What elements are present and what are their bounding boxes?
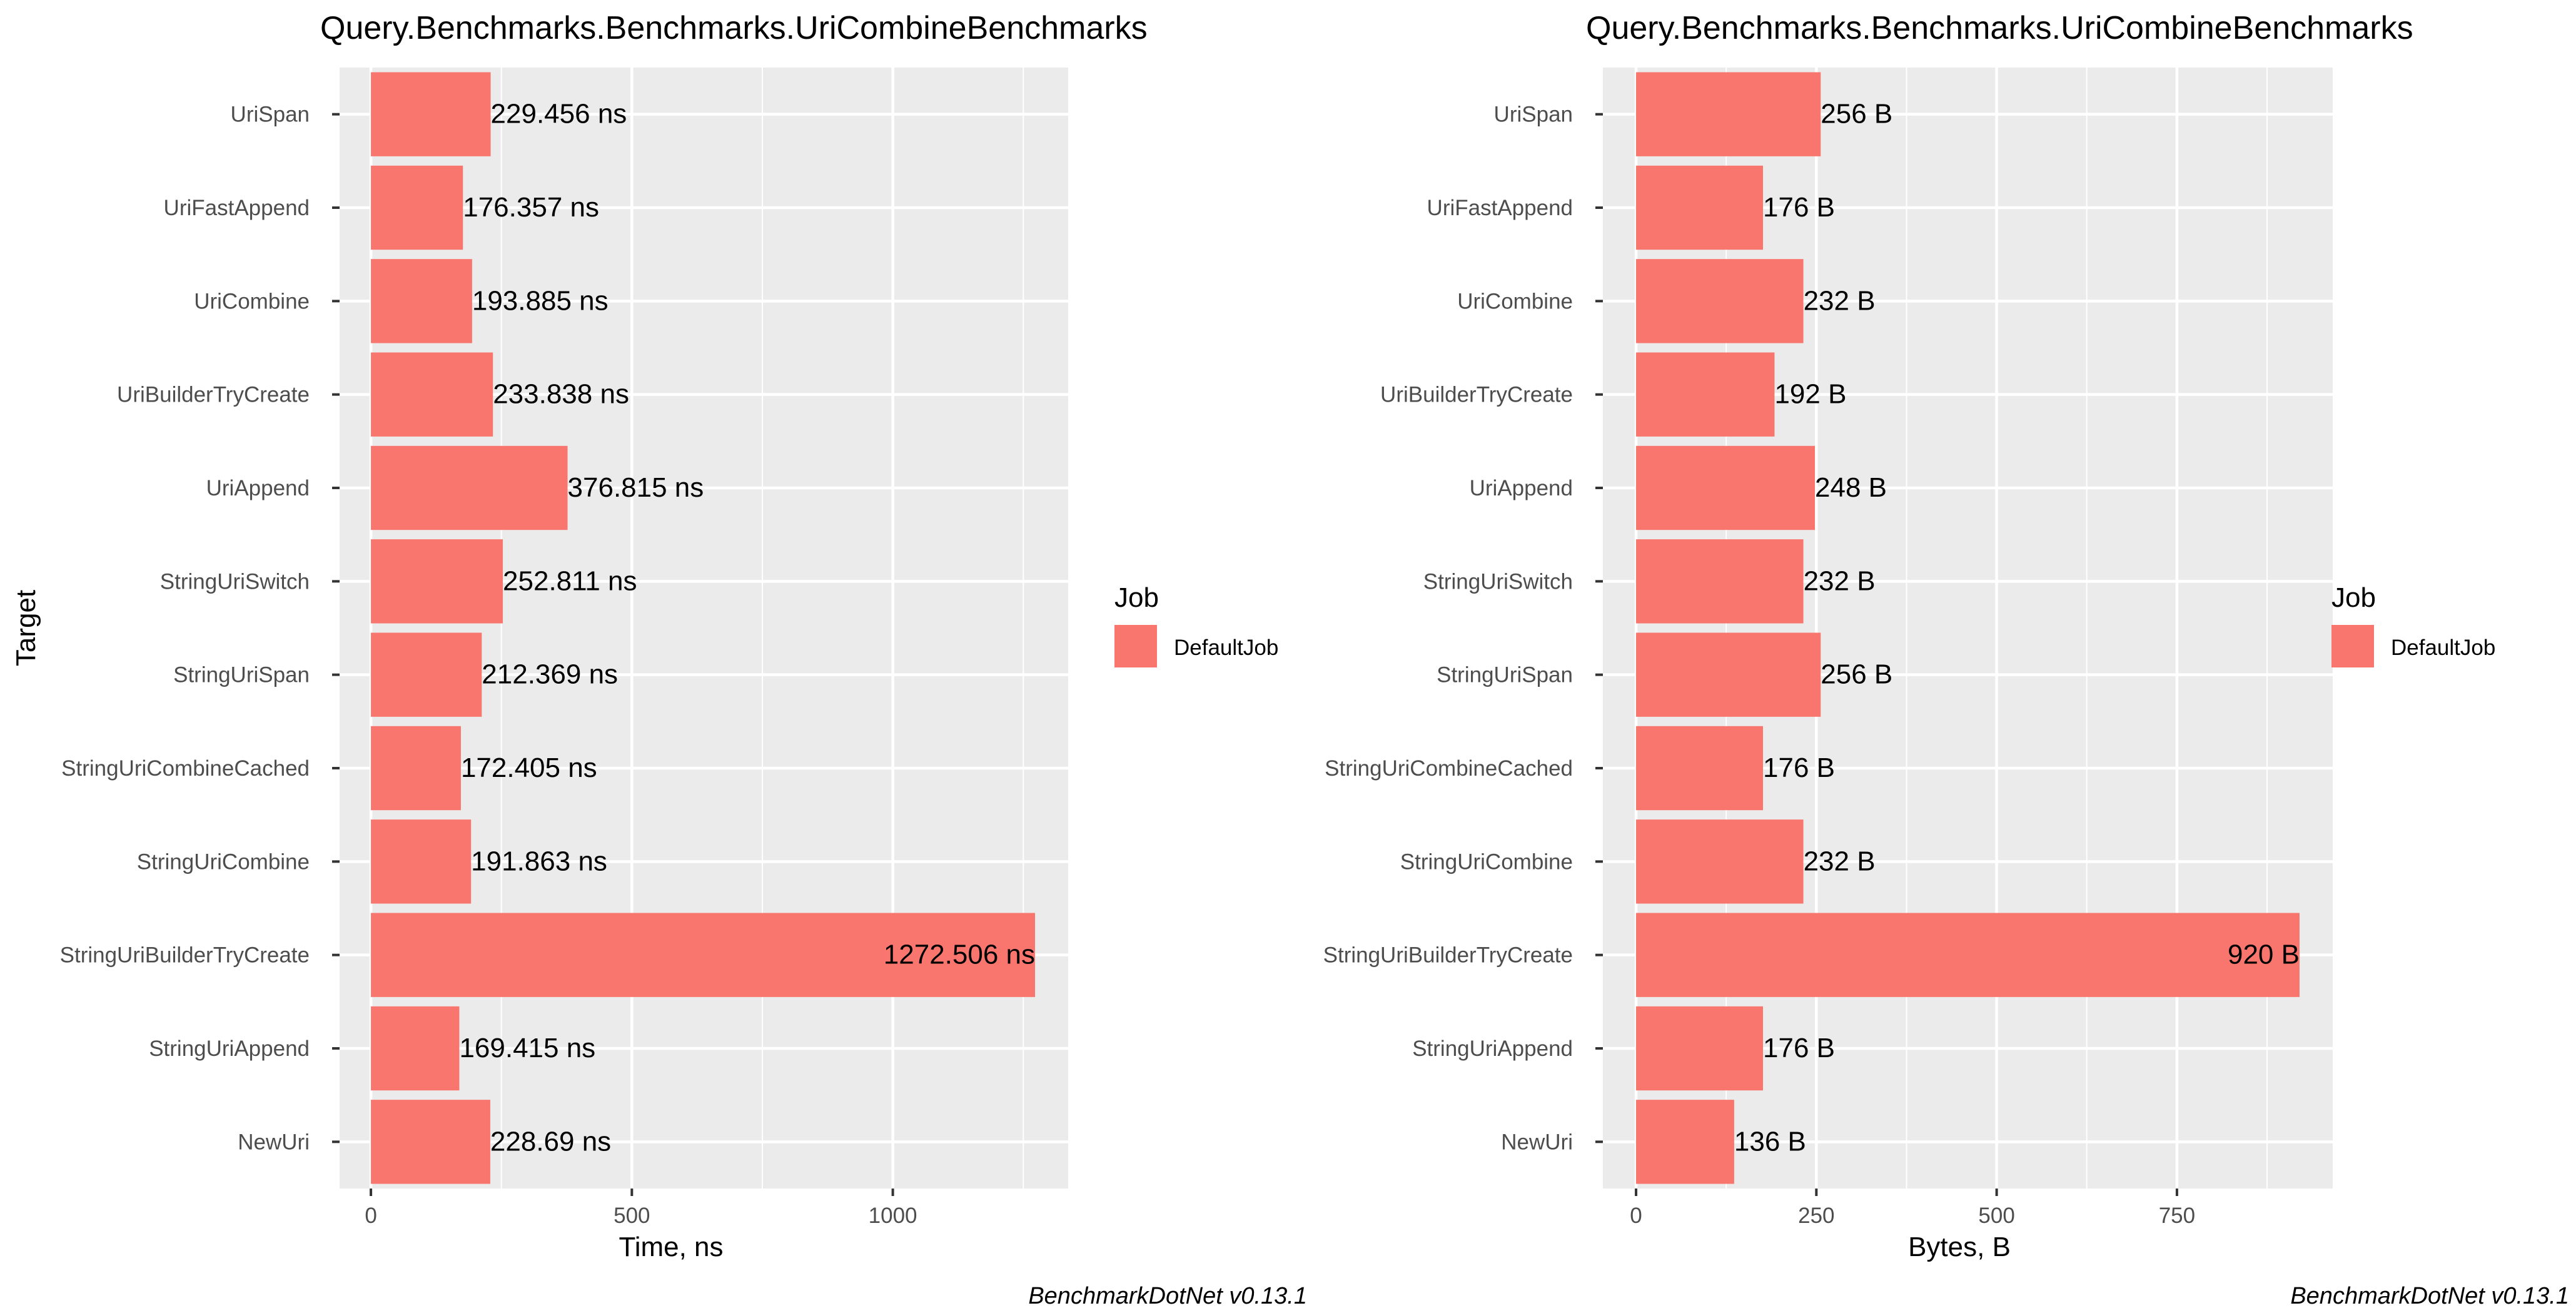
bar-value-label: 1272.506 ns	[884, 940, 1035, 970]
bar-value-label: 176 B	[1763, 753, 1835, 783]
bar-value-label: 193.885 ns	[472, 285, 609, 316]
y-tick-label: StringUriCombine	[1400, 849, 1573, 874]
bar-stringuricombinecached	[1636, 726, 1764, 811]
bar-value-label: 256 B	[1821, 659, 1892, 690]
bar-stringuricombine	[1636, 819, 1804, 904]
bar-stringurispan	[1636, 632, 1821, 717]
bar-urispan	[1636, 72, 1821, 156]
bar-value-label: 176 B	[1763, 1033, 1835, 1063]
bar-value-label: 232 B	[1804, 846, 1876, 876]
x-tick-label: 0	[365, 1204, 376, 1228]
bar-urifastappend	[371, 165, 463, 250]
bar-value-label: 172.405 ns	[461, 753, 597, 783]
bar-uriappend	[1636, 445, 1816, 530]
bar-stringuriappend	[1636, 1006, 1764, 1091]
x-axis-label: Time, ns	[619, 1232, 723, 1262]
y-tick-label: StringUriBuilderTryCreate	[60, 943, 310, 968]
y-tick-label: UriAppend	[206, 476, 310, 500]
legend-entry: DefaultJob	[1174, 636, 1278, 660]
y-tick-label: UriCombine	[194, 289, 310, 313]
legend-title: Job	[2331, 582, 2376, 613]
bar-value-label: 229.456 ns	[491, 99, 627, 129]
bar-value-label: 228.69 ns	[490, 1126, 611, 1157]
y-tick-label: UriSpan	[1494, 103, 1573, 127]
y-tick-label: UriSpan	[231, 103, 310, 127]
bar-stringurispan	[371, 632, 482, 717]
bar-value-label: 232 B	[1804, 565, 1876, 596]
bar-uricombine	[1636, 259, 1804, 343]
caption-footer: BenchmarkDotNet v0.13.1	[1028, 1283, 1307, 1309]
x-tick-label: 500	[1978, 1204, 2014, 1228]
y-tick-label: StringUriSpan	[1437, 663, 1573, 687]
bar-value-label: 252.811 ns	[503, 565, 637, 596]
bar-value-label: 256 B	[1821, 99, 1892, 129]
bar-uribuildertrycreate	[371, 352, 493, 437]
bar-newuri	[1636, 1100, 1734, 1184]
chart-title: Query.Benchmarks.Benchmarks.UriCombineBe…	[1586, 10, 2413, 46]
x-axis-label: Bytes, B	[1908, 1232, 2011, 1262]
y-tick-label: UriAppend	[1470, 476, 1573, 500]
bar-value-label: 192 B	[1774, 379, 1846, 410]
y-tick-label: UriFastAppend	[164, 196, 310, 220]
plot-panel-0	[340, 68, 1068, 1189]
bar-stringuriappend	[371, 1006, 460, 1091]
y-tick-label: UriBuilderTryCreate	[117, 383, 310, 407]
y-tick-label: StringUriAppend	[149, 1037, 310, 1061]
caption-footer: BenchmarkDotNet v0.13.1	[2290, 1283, 2569, 1309]
y-tick-label: StringUriCombine	[137, 849, 310, 874]
x-tick-label: 1000	[869, 1204, 917, 1228]
bar-value-label: 176.357 ns	[463, 192, 599, 223]
bar-stringuribuildertrycreate	[371, 913, 1036, 997]
bar-newuri	[371, 1100, 490, 1184]
bar-value-label: 232 B	[1804, 285, 1876, 316]
bar-stringuriswitch	[1636, 539, 1804, 624]
y-tick-label: StringUriCombineCached	[1325, 756, 1573, 781]
bar-uricombine	[371, 259, 472, 343]
bar-stringuricombinecached	[371, 726, 461, 811]
legend-swatch	[1114, 625, 1157, 667]
bar-stringuricombine	[371, 819, 472, 904]
y-tick-label: StringUriSwitch	[160, 569, 310, 594]
bar-uribuildertrycreate	[1636, 352, 1775, 437]
bar-value-label: 136 B	[1734, 1126, 1806, 1157]
x-tick-label: 0	[1630, 1204, 1642, 1228]
bar-urispan	[371, 72, 491, 156]
legend-entry: DefaultJob	[2391, 636, 2495, 660]
bar-stringuribuildertrycreate	[1636, 913, 2300, 997]
bar-value-label: 212.369 ns	[482, 659, 618, 690]
bar-value-label: 176 B	[1763, 192, 1835, 223]
x-tick-label: 750	[2159, 1204, 2195, 1228]
y-tick-label: StringUriBuilderTryCreate	[1323, 943, 1573, 968]
bar-value-label: 248 B	[1815, 472, 1887, 503]
x-tick-label: 500	[614, 1204, 650, 1228]
y-tick-label: UriCombine	[1457, 289, 1573, 313]
bar-value-label: 920 B	[2228, 940, 2300, 970]
y-tick-label: NewUri	[238, 1130, 310, 1154]
bar-uriappend	[371, 445, 568, 530]
bar-value-label: 233.838 ns	[493, 379, 629, 410]
bar-value-label: 169.415 ns	[459, 1033, 595, 1063]
plot-panel-1	[1603, 68, 2333, 1189]
x-tick-label: 250	[1798, 1204, 1834, 1228]
legend-swatch	[2331, 625, 2374, 667]
bar-stringuriswitch	[371, 539, 503, 624]
y-axis-label: Target	[11, 590, 41, 666]
y-tick-label: StringUriAppend	[1412, 1037, 1573, 1061]
y-tick-label: UriFastAppend	[1427, 196, 1573, 220]
y-tick-label: UriBuilderTryCreate	[1380, 383, 1573, 407]
y-tick-label: StringUriSpan	[173, 663, 310, 687]
y-tick-label: StringUriCombineCached	[61, 756, 310, 781]
bar-value-label: 191.863 ns	[471, 846, 607, 876]
chart-title: Query.Benchmarks.Benchmarks.UriCombineBe…	[320, 10, 1148, 46]
y-tick-label: NewUri	[1501, 1130, 1573, 1154]
bar-urifastappend	[1636, 165, 1764, 250]
legend-title: Job	[1114, 582, 1159, 613]
bar-value-label: 376.815 ns	[568, 472, 704, 503]
y-tick-label: StringUriSwitch	[1423, 569, 1573, 594]
